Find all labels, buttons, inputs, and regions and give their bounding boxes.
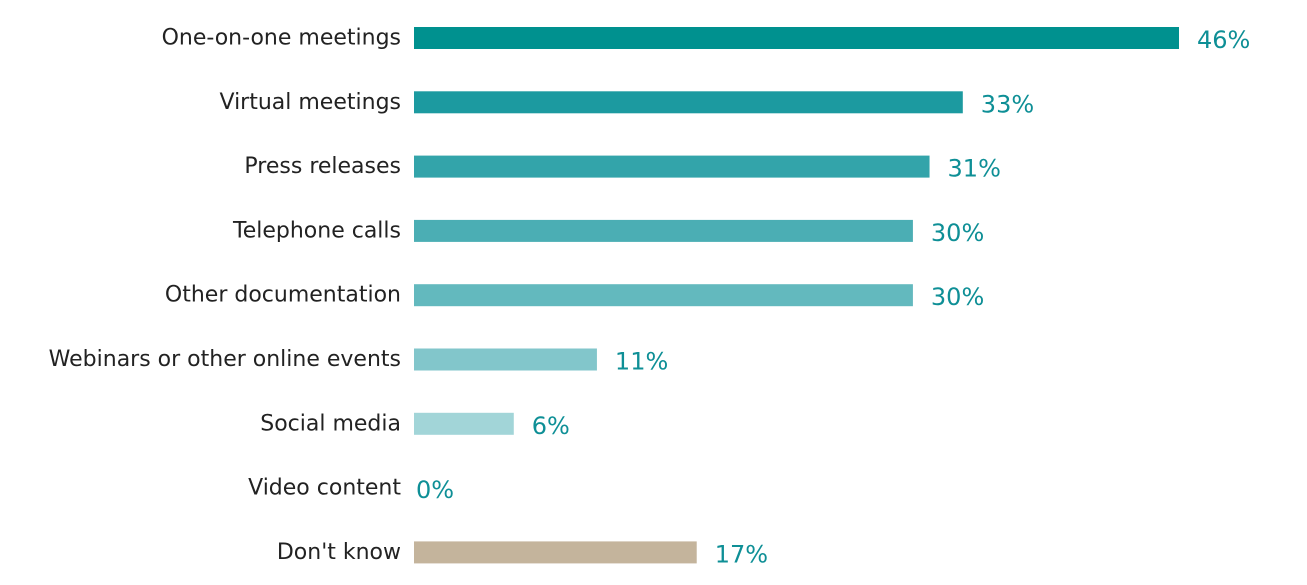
value-label-video-content: 0% <box>416 476 454 504</box>
category-label-webinars-or-other-online-events: Webinars or other online events <box>49 347 401 372</box>
bar-press-releases <box>414 155 930 178</box>
bar-telephone-calls <box>414 219 913 242</box>
value-label-telephone-calls: 30% <box>931 219 984 247</box>
category-label-video-content: Video content <box>248 476 401 501</box>
bar-virtual-meetings <box>414 91 963 114</box>
category-label-one-on-one-meetings: One-on-one meetings <box>162 26 401 51</box>
category-label-don-t-know: Don't know <box>277 540 401 565</box>
category-label-press-releases: Press releases <box>244 154 401 179</box>
bar-webinars-or-other-online-events <box>414 348 597 371</box>
value-label-press-releases: 31% <box>948 155 1001 183</box>
value-label-social-media: 6% <box>532 412 570 440</box>
value-label-one-on-one-meetings: 46% <box>1197 26 1250 54</box>
value-label-don-t-know: 17% <box>715 540 768 568</box>
category-label-other-documentation: Other documentation <box>165 283 401 308</box>
bar-social-media <box>414 412 514 435</box>
bar-other-documentation <box>414 284 913 307</box>
category-label-telephone-calls: Telephone calls <box>232 218 401 243</box>
value-label-virtual-meetings: 33% <box>981 90 1034 118</box>
value-label-other-documentation: 30% <box>931 283 984 311</box>
value-label-webinars-or-other-online-events: 11% <box>615 348 668 376</box>
category-label-social-media: Social media <box>260 411 401 436</box>
bar-one-on-one-meetings <box>414 27 1179 49</box>
category-label-virtual-meetings: Virtual meetings <box>220 90 402 115</box>
bar-don-t-know <box>414 541 697 564</box>
